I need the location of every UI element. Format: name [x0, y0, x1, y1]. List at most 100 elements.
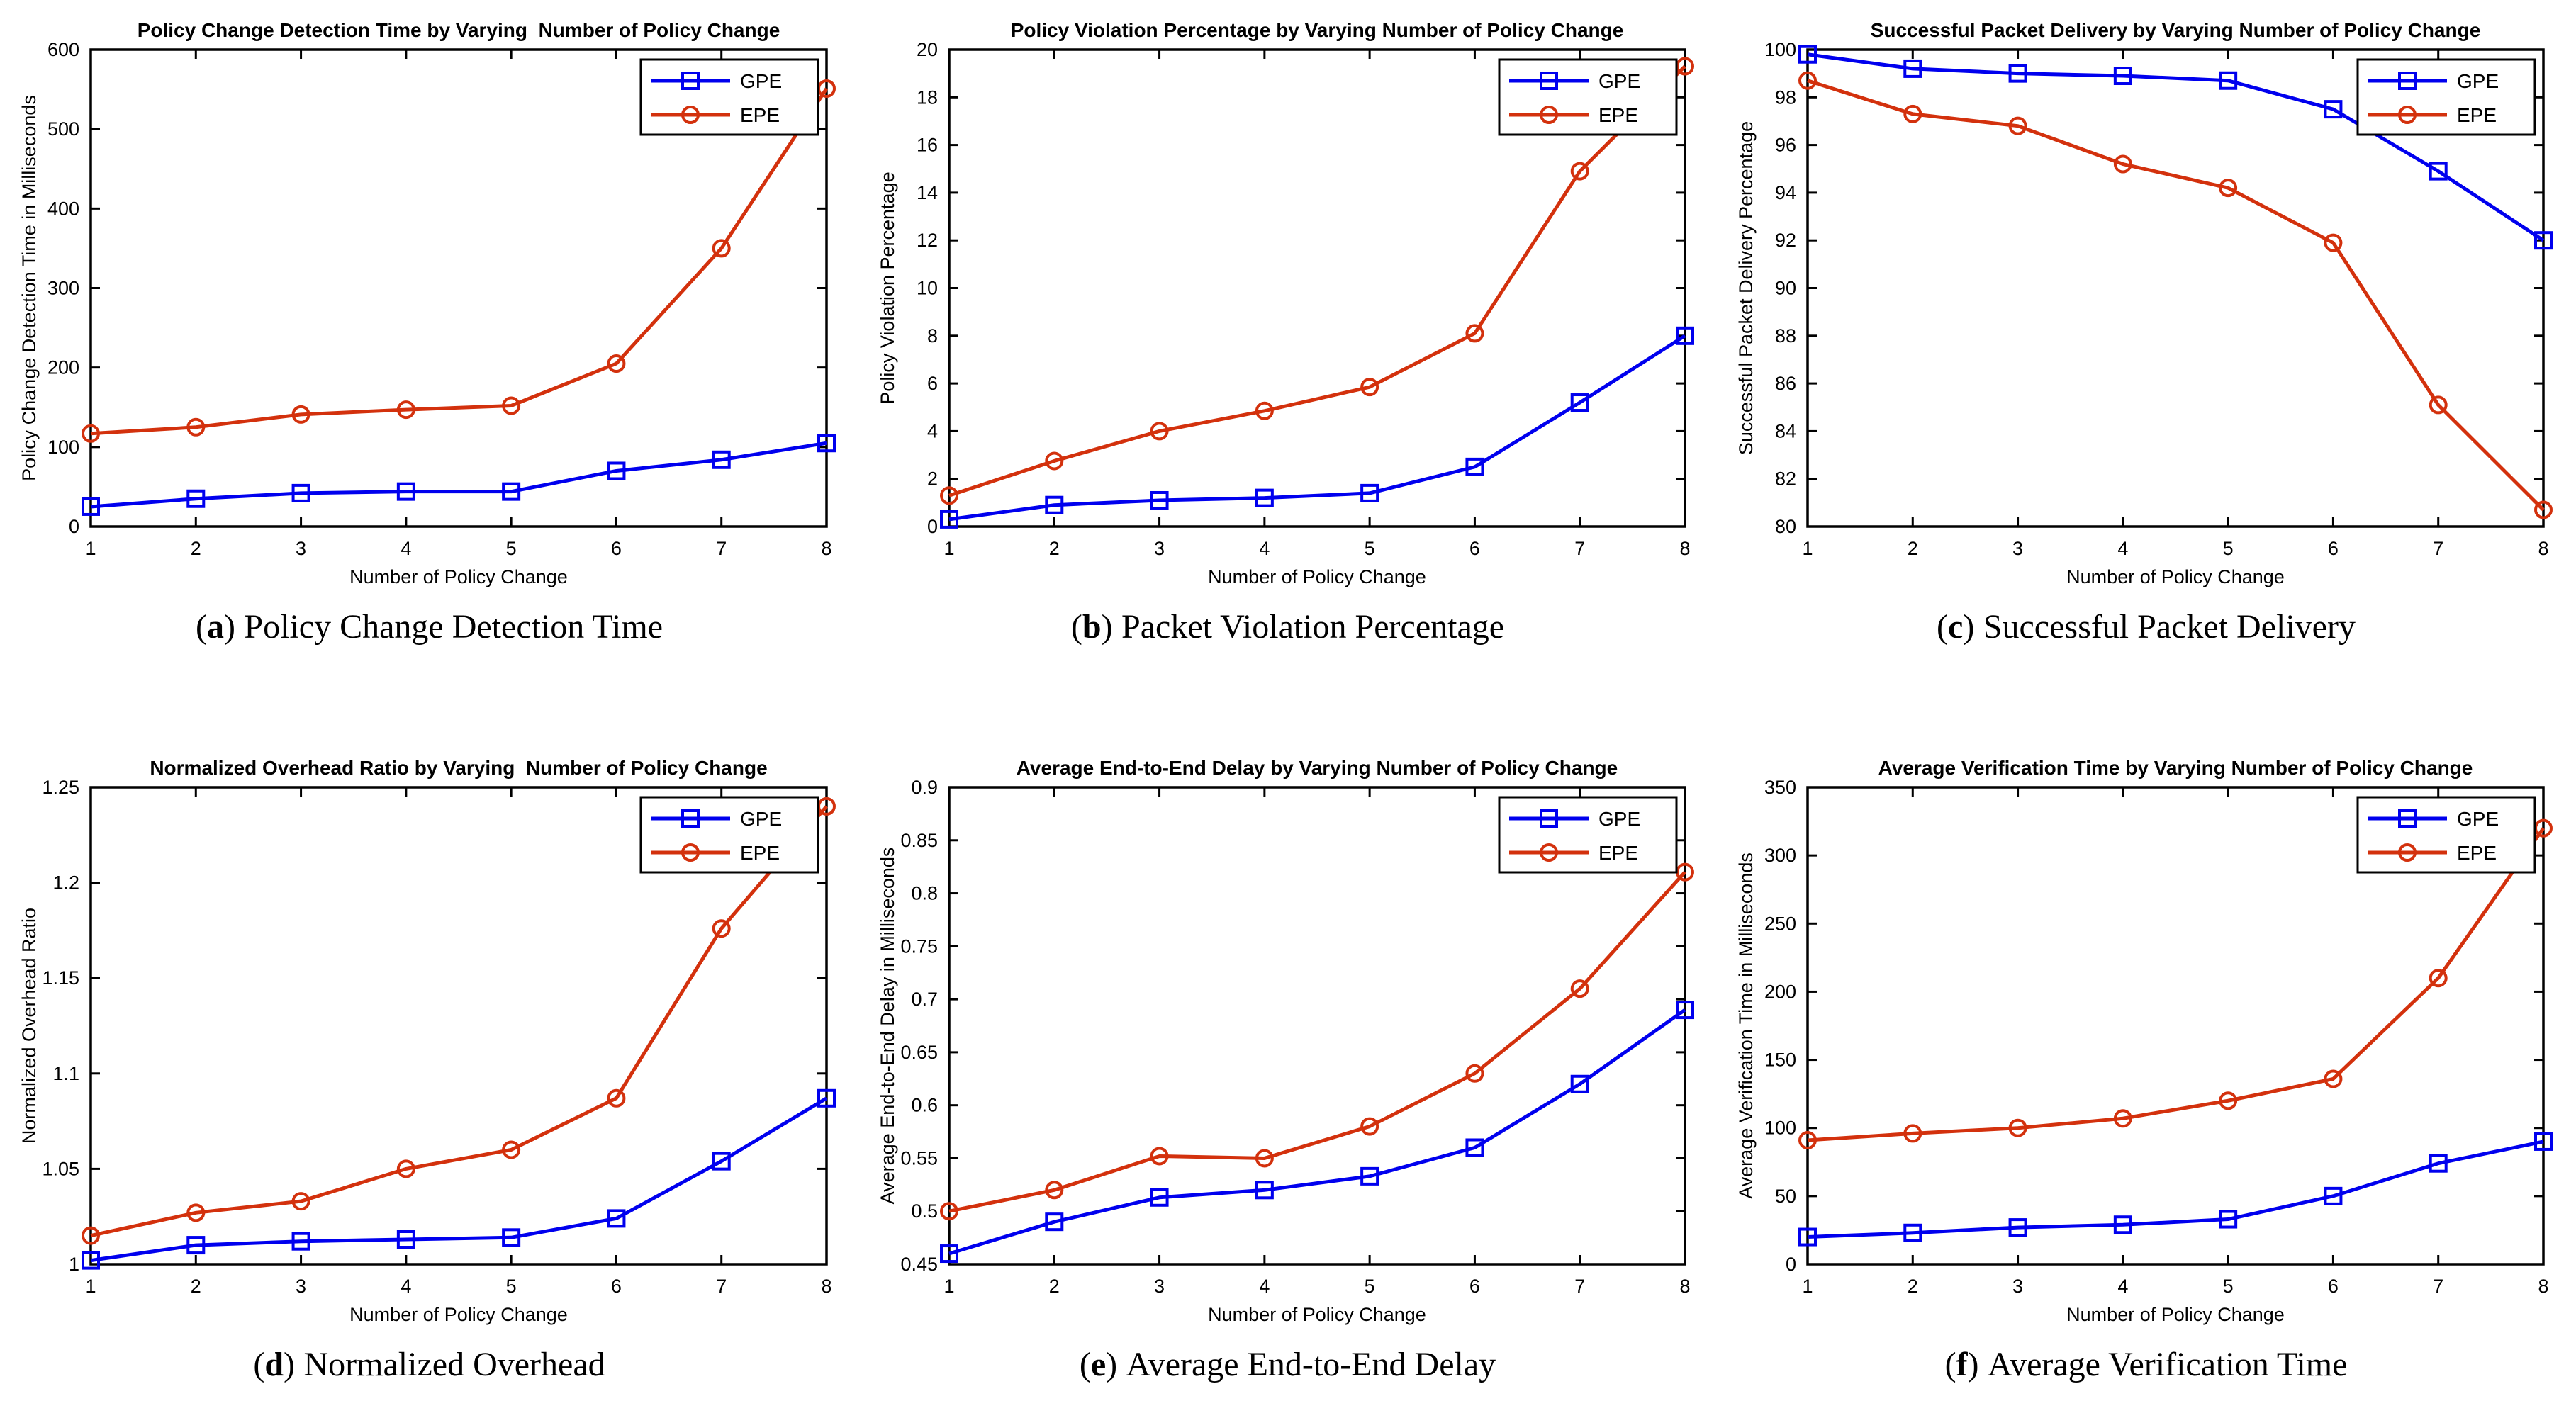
caption-letter: f	[1956, 1346, 1968, 1383]
caption-letter: a	[206, 608, 224, 646]
svg-text:20: 20	[916, 39, 937, 60]
svg-text:Average Verification Time by V: Average Verification Time by Varying Num…	[1878, 757, 2473, 779]
svg-text:6: 6	[2327, 538, 2338, 559]
svg-text:500: 500	[47, 118, 79, 140]
svg-text:0.6: 0.6	[911, 1095, 938, 1116]
svg-text:1.25: 1.25	[42, 777, 79, 798]
svg-text:0.75: 0.75	[900, 935, 938, 957]
svg-text:GPE: GPE	[740, 808, 782, 830]
svg-text:GPE: GPE	[1598, 70, 1640, 92]
svg-text:92: 92	[1774, 230, 1796, 251]
svg-text:8: 8	[1679, 538, 1690, 559]
svg-text:Number of Policy Change: Number of Policy Change	[2066, 566, 2285, 587]
svg-text:90: 90	[1774, 278, 1796, 299]
svg-text:EPE: EPE	[740, 842, 780, 864]
svg-text:0.7: 0.7	[911, 989, 938, 1010]
svg-text:5: 5	[1364, 538, 1374, 559]
chart-e-caption: (e) Average End-to-End Delay	[1080, 1345, 1496, 1384]
series-GPE	[1798, 1132, 2553, 1247]
caption-open-paren: (	[253, 1346, 265, 1383]
caption-close-paren: )	[1963, 608, 1975, 646]
chart-c-plot: 1 2 3 4 5 6 7 880828486889092949698100Successfu…	[1735, 19, 2553, 587]
svg-text:80: 80	[1774, 516, 1796, 537]
svg-text:0: 0	[1785, 1254, 1796, 1275]
svg-text:300: 300	[1764, 845, 1796, 866]
svg-text:Policy Change Detection Time i: Policy Change Detection Time in Millisec…	[18, 95, 40, 481]
caption-open-paren: (	[1937, 608, 1949, 646]
svg-text:0: 0	[926, 516, 937, 537]
legend: GPE EPE	[639, 796, 819, 874]
svg-text:1.1: 1.1	[52, 1063, 79, 1084]
svg-text:Number of Policy Change: Number of Policy Change	[2066, 1304, 2285, 1325]
svg-text:5: 5	[2222, 1276, 2233, 1297]
axes: 1 2 3 4 5 6 7 8 0.45 0.5 0.55 0.6 0.65 0.7 0.75 0.8 0.85…	[877, 757, 1691, 1325]
svg-text:100: 100	[1764, 1118, 1796, 1139]
axes: 1 2 3 4 5 6 7 880828486889092949698100Successfu…	[1735, 19, 2549, 587]
svg-text:4: 4	[401, 538, 411, 559]
chart-panel-d: 1 2 3 4 5 6 7 8 1 1.05 1.1 1.15 1.2 1.25 Normalized Ov…	[0, 749, 858, 1418]
svg-text:Policy Violation Percentage: Policy Violation Percentage	[877, 171, 898, 404]
svg-text:GPE: GPE	[2457, 70, 2499, 92]
series-GPE	[939, 1001, 1694, 1264]
svg-text:1: 1	[943, 538, 954, 559]
caption-letter: d	[264, 1346, 284, 1383]
svg-text:6: 6	[2327, 1276, 2338, 1297]
svg-text:Number of Policy Change: Number of Policy Change	[349, 566, 568, 587]
svg-text:Average Verification Time in M: Average Verification Time in Millisecond…	[1735, 853, 1757, 1199]
svg-text:Successful Packet Delivery Per: Successful Packet Delivery Percentage	[1735, 121, 1757, 455]
svg-text:2: 2	[1907, 538, 1917, 559]
svg-text:8: 8	[2538, 538, 2548, 559]
caption-open-paren: (	[1079, 1346, 1091, 1383]
axes: 1 2 3 4 5 6 7 8 0 50 100 150 200 250 300 350 Average Ver…	[1735, 757, 2549, 1325]
caption-letter: c	[1948, 608, 1964, 646]
caption-close-paren: )	[1967, 1346, 1979, 1383]
svg-text:18: 18	[916, 86, 937, 108]
svg-text:14: 14	[916, 182, 937, 203]
series-GPE	[939, 326, 1694, 529]
svg-text:3: 3	[296, 1276, 306, 1297]
svg-text:2: 2	[1048, 538, 1059, 559]
svg-text:2: 2	[1907, 1276, 1917, 1297]
svg-text:86: 86	[1774, 373, 1796, 394]
svg-text:4: 4	[1259, 538, 1270, 559]
svg-text:6: 6	[926, 373, 937, 394]
svg-text:0.55: 0.55	[900, 1147, 938, 1169]
svg-text:6: 6	[1469, 538, 1479, 559]
series-GPE	[81, 1088, 836, 1270]
svg-text:6: 6	[1469, 1276, 1479, 1297]
series-EPE	[939, 862, 1694, 1221]
chart-e-plot: 1 2 3 4 5 6 7 8 0.45 0.5 0.55 0.6 0.65 0.7 0.75 0.8 0.85…	[877, 757, 1694, 1325]
svg-text:EPE: EPE	[2457, 842, 2497, 864]
svg-text:3: 3	[296, 538, 306, 559]
caption-text: Average Verification Time	[1987, 1346, 2348, 1383]
svg-text:Number of Policy Change: Number of Policy Change	[1208, 1304, 1426, 1325]
svg-text:Average End-to-End Delay by Va: Average End-to-End Delay by Varying Numb…	[1016, 757, 1617, 779]
svg-text:3: 3	[1154, 1276, 1165, 1297]
svg-text:98: 98	[1774, 86, 1796, 108]
svg-text:100: 100	[1764, 39, 1796, 60]
series-GPE	[1798, 45, 2553, 250]
svg-text:88: 88	[1774, 325, 1796, 347]
svg-text:8: 8	[926, 325, 937, 347]
svg-text:16: 16	[916, 135, 937, 156]
chart-a-plot: 1 2 3 4 5 6 7 8 0 100 200 300 400 500 600 Policy Change…	[18, 19, 836, 587]
chart-b-caption: (b) Packet Violation Percentage	[1071, 607, 1504, 646]
svg-text:2: 2	[190, 1276, 201, 1297]
svg-text:0: 0	[68, 516, 79, 537]
caption-text: Normalized Overhead	[303, 1346, 605, 1383]
chart-d-caption: (d) Normalized Overhead	[253, 1345, 605, 1384]
chart-a-caption: (a) Policy Change Detection Time	[196, 607, 663, 646]
chart-panel-e: 1 2 3 4 5 6 7 8 0.45 0.5 0.55 0.6 0.65 0.7 0.75 0.8 0.85…	[858, 749, 1717, 1418]
series-EPE	[81, 79, 836, 443]
svg-text:1.2: 1.2	[52, 872, 79, 894]
series-EPE	[1798, 71, 2553, 519]
svg-text:4: 4	[2117, 1276, 2128, 1297]
series-EPE	[939, 57, 1694, 505]
caption-close-paren: )	[1101, 608, 1113, 646]
svg-text:84: 84	[1774, 420, 1796, 441]
svg-text:5: 5	[505, 538, 516, 559]
svg-text:200: 200	[1764, 981, 1796, 1002]
svg-text:96: 96	[1774, 135, 1796, 156]
svg-text:EPE: EPE	[1598, 842, 1638, 864]
